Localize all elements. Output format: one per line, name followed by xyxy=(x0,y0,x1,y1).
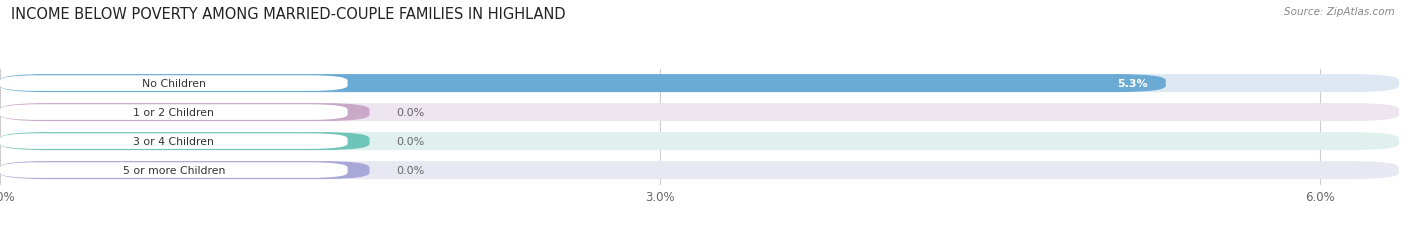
Text: INCOME BELOW POVERTY AMONG MARRIED-COUPLE FAMILIES IN HIGHLAND: INCOME BELOW POVERTY AMONG MARRIED-COUPL… xyxy=(11,7,565,22)
FancyBboxPatch shape xyxy=(0,161,1399,179)
Text: 1 or 2 Children: 1 or 2 Children xyxy=(134,108,214,118)
Text: 5 or more Children: 5 or more Children xyxy=(122,165,225,175)
Text: 5.3%: 5.3% xyxy=(1118,79,1149,89)
FancyBboxPatch shape xyxy=(0,76,347,91)
Text: Source: ZipAtlas.com: Source: ZipAtlas.com xyxy=(1284,7,1395,17)
Text: 3 or 4 Children: 3 or 4 Children xyxy=(134,137,214,146)
FancyBboxPatch shape xyxy=(0,104,370,122)
FancyBboxPatch shape xyxy=(0,163,347,178)
Text: 0.0%: 0.0% xyxy=(396,165,425,175)
FancyBboxPatch shape xyxy=(0,133,370,150)
Text: 0.0%: 0.0% xyxy=(396,108,425,118)
FancyBboxPatch shape xyxy=(0,104,1399,122)
Text: 0.0%: 0.0% xyxy=(396,137,425,146)
FancyBboxPatch shape xyxy=(0,161,370,179)
FancyBboxPatch shape xyxy=(0,105,347,120)
FancyBboxPatch shape xyxy=(0,75,1166,93)
Text: No Children: No Children xyxy=(142,79,205,89)
FancyBboxPatch shape xyxy=(0,75,1399,93)
FancyBboxPatch shape xyxy=(0,134,347,149)
FancyBboxPatch shape xyxy=(0,133,1399,150)
